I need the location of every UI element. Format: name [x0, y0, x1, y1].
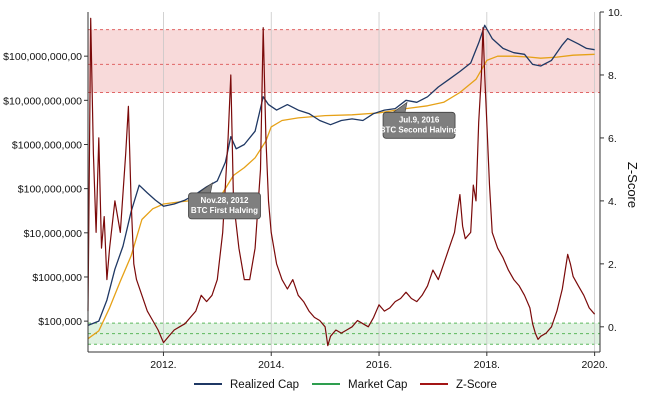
- left-tick-label-4: $1000,000,000: [12, 139, 82, 151]
- annotation-pointer: [392, 101, 408, 113]
- x-tick-label-2: 2016.: [366, 359, 392, 371]
- left-tick-label-0: $100,000: [38, 316, 82, 328]
- annotation-text-line-1: Jul.9, 2016: [399, 115, 440, 124]
- series-z-score: [87, 17, 596, 347]
- legend-item-z-score[interactable]: Z-Score: [420, 379, 497, 391]
- left-tick-label-5: $10,000,000,000: [3, 95, 82, 107]
- annotation-text-line-1: Nov.28, 2012: [201, 196, 249, 205]
- left-tick-label-6: $100,000,000,00: [3, 51, 82, 63]
- left-tick-label-2: $10,000,000: [24, 228, 83, 240]
- upper-zone-fill: [88, 29, 600, 93]
- right-axis-title: Z-Score: [625, 162, 640, 208]
- series-realized-cap: [87, 24, 595, 327]
- right-tick-label-1: 2.: [608, 259, 617, 271]
- series-lines: [87, 17, 596, 347]
- x-tick-label-1: 2014.: [258, 359, 284, 371]
- right-tick-label-5: 10.: [608, 7, 623, 19]
- annotation-box: [188, 192, 261, 220]
- axes: $100,000 $1000,000 $10,000,000 $100,000,000…: [3, 7, 622, 371]
- right-tick-label-4: 8.: [608, 70, 617, 82]
- annotation-text-line-2: BTC Second Halving: [380, 125, 459, 134]
- legend: Realized Cap Market Cap Z-Score: [194, 379, 497, 391]
- x-tick-label-4: 2020.: [581, 359, 607, 371]
- vertical-gridlines: [163, 12, 596, 352]
- series-market-cap: [87, 53, 595, 340]
- x-tick-label-0: 2012.: [150, 359, 176, 371]
- right-tick-label-3: 6.: [608, 133, 617, 145]
- legend-label-z-score: Z-Score: [456, 379, 497, 391]
- legend-item-market-cap[interactable]: Market Cap: [312, 379, 407, 391]
- lower-zone-fill: [88, 323, 600, 345]
- left-tick-label-1: $1000,000: [32, 272, 82, 284]
- legend-label-realized-cap: Realized Cap: [230, 379, 299, 391]
- right-tick-label-0: 0.: [608, 322, 617, 334]
- left-tick-label-3: $100,000,000: [18, 184, 82, 196]
- right-tick-label-2: 4.: [608, 196, 617, 208]
- annotation-box: [382, 111, 456, 139]
- threshold-bands: [88, 29, 600, 345]
- annotation-pointer: [197, 182, 213, 194]
- annotation-text-line-2: BTC First Halving: [191, 206, 258, 215]
- x-tick-label-3: 2018.: [474, 359, 500, 371]
- legend-item-realized-cap[interactable]: Realized Cap: [194, 379, 299, 391]
- legend-label-market-cap: Market Cap: [348, 379, 407, 391]
